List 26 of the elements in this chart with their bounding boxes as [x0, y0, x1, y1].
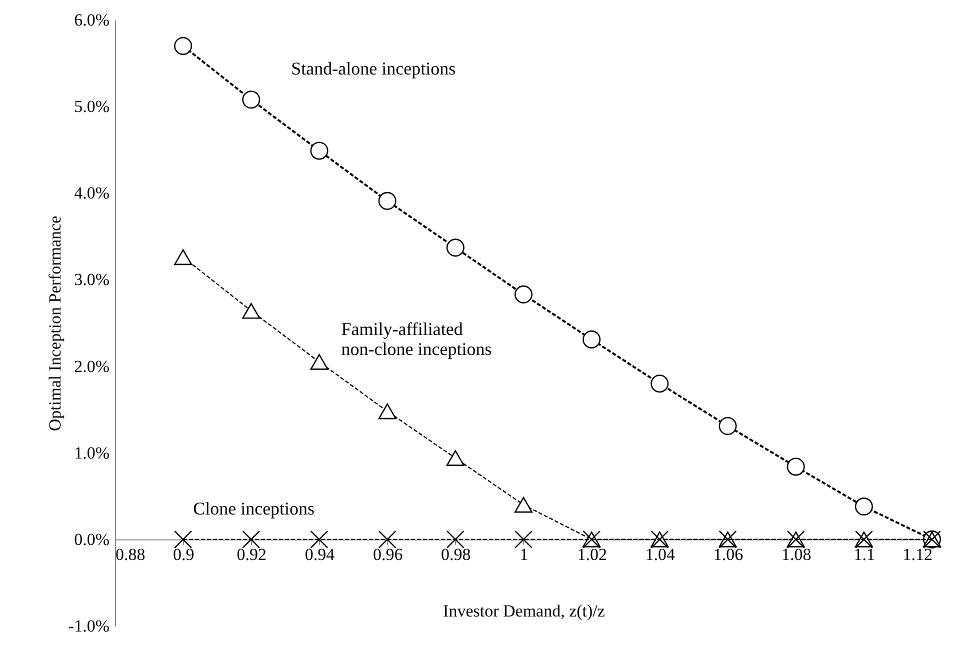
series-label: Family-affiliated non-clone inceptions [341, 318, 492, 359]
x-tick-label: 1.02 [577, 544, 607, 564]
x-tick-label: 1.06 [713, 544, 744, 564]
text: Stand-alone inceptions [291, 58, 456, 79]
x-tick-label: 0.96 [372, 544, 403, 564]
x-tick-label: 0.92 [236, 544, 267, 564]
y-tick-label: 6.0% [74, 10, 110, 30]
y-axis-title: Optimal Inception Performance [45, 216, 64, 432]
y-tick-label: 2.0% [74, 356, 110, 376]
y-tick-label: 1.0% [74, 443, 110, 462]
series-label: Clone inceptions [193, 498, 315, 518]
y-tick-label: 4.0% [74, 184, 110, 203]
y-tick-label: 5.0% [74, 97, 110, 116]
x-tick-label: 0.94 [304, 544, 336, 564]
x-axis-title: Investor Demand, z(t)/z [443, 602, 606, 620]
x-tick-label: 0.98 [441, 544, 471, 564]
y-tick-label: -1.0% [68, 616, 110, 636]
x-tick-label: 1 [520, 544, 528, 564]
y-tick-label: 3.0% [74, 270, 110, 290]
x-tick-label: 1.04 [645, 544, 676, 564]
x-tick-label: 0.88 [116, 544, 146, 564]
x-tick-label: 1.1 [854, 544, 876, 564]
x-tick-label: 1.08 [781, 544, 812, 564]
x-tick-label: 1.12 [902, 544, 932, 564]
y-tick-label: 0.0% [74, 530, 110, 549]
x-tick-label: 0.9 [172, 544, 194, 564]
